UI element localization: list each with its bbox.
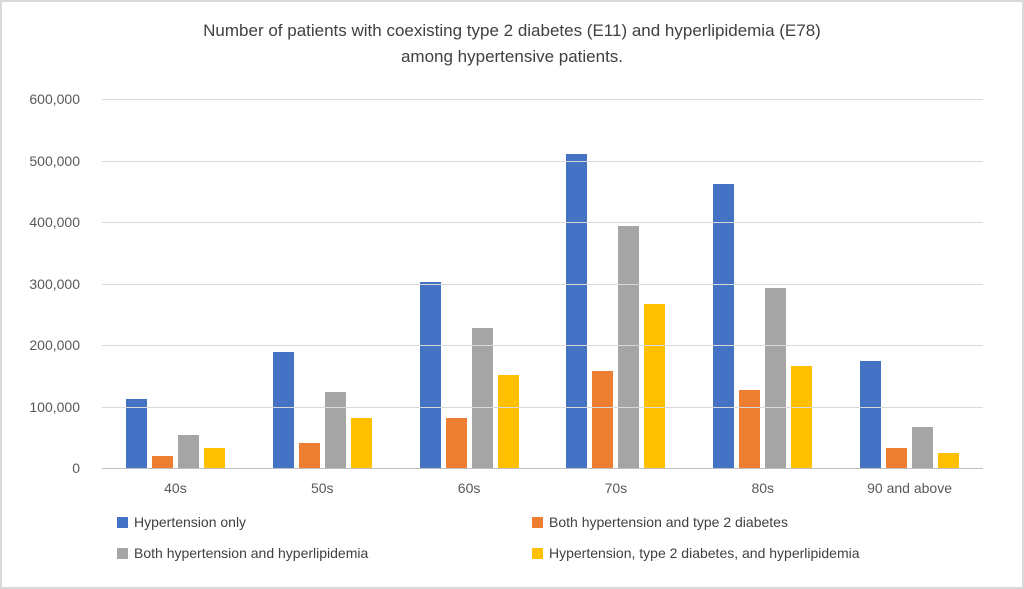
legend-label: Both hypertension and type 2 diabetes (549, 514, 788, 530)
legend-swatch-icon (532, 516, 543, 528)
chart-title-line-1: Number of patients with coexisting type … (203, 21, 821, 40)
y-tick-label: 600,000 (29, 91, 80, 107)
gridline (102, 283, 983, 285)
chart-title-line-2: among hypertensive patients. (400, 47, 624, 67)
y-tick-label: 0 (72, 460, 80, 476)
legend-item: Both hypertension and type 2 diabetes (532, 514, 860, 530)
y-tick-label: 500,000 (29, 152, 80, 169)
bar (791, 365, 813, 468)
bar (739, 389, 761, 468)
bar (765, 287, 787, 468)
bar (151, 456, 173, 468)
bar (592, 370, 614, 468)
y-tick-label: 400,000 (29, 214, 80, 230)
legend-swatch-icon (532, 547, 543, 559)
y-tick-label: 100,000 (29, 398, 80, 415)
x-tick-label: 60s (457, 480, 481, 496)
bar-group-40s (102, 99, 249, 468)
bar-group-90-and-above (836, 99, 983, 468)
legend-label: Hypertension, type 2 diabetes, and hyper… (549, 545, 860, 561)
gridline (102, 345, 983, 346)
legend-swatch-icon (117, 516, 128, 528)
legend-item: Both hypertension and hyperlipidemia (117, 545, 532, 561)
bar (203, 448, 225, 468)
bar (618, 225, 640, 468)
x-axis-line (102, 468, 983, 469)
bar (886, 448, 908, 468)
bar-group-60s (396, 99, 543, 468)
legend-label: Both hypertension and hyperlipidemia (134, 545, 369, 561)
bar (350, 418, 372, 468)
bar (272, 352, 294, 468)
bar (419, 281, 441, 468)
legend-item: Hypertension only (117, 514, 532, 530)
x-tick-label: 80s (751, 480, 775, 496)
x-tick-label: 40s (164, 480, 187, 496)
bar (566, 153, 588, 468)
x-tick-label: 90 and above (867, 480, 952, 496)
bar (860, 361, 882, 468)
y-tick-label: 300,000 (29, 275, 80, 292)
bar (471, 327, 493, 468)
plot-area (102, 99, 983, 469)
x-tick-label: 70s (604, 480, 628, 496)
bar (644, 304, 666, 468)
legend-item: Hypertension, type 2 diabetes, and hyper… (532, 545, 860, 561)
x-tick-label: 50s (310, 480, 334, 496)
legend: Hypertension only Both hypertension and t… (117, 514, 860, 561)
bar (324, 392, 346, 468)
gridline (102, 222, 983, 223)
legend-swatch-icon (117, 547, 128, 559)
bar (938, 452, 960, 468)
bar (912, 427, 934, 468)
y-axis: 600,000 500,000 400,000 300,000 200,000 100,0… (2, 91, 80, 476)
bar-group-50s (249, 99, 396, 468)
bar-group-80s (689, 99, 836, 468)
gridline (102, 99, 983, 100)
bar (497, 375, 519, 468)
y-tick-label: 200,000 (29, 337, 80, 353)
gridline (102, 406, 983, 408)
bar (298, 443, 320, 468)
bar (445, 417, 467, 468)
x-axis: 40s 50s 60s 70s 80s 90 and above (102, 480, 983, 496)
bar (177, 434, 199, 468)
legend-label: Hypertension only (134, 514, 247, 530)
chart-title: Number of patients with coexisting type … (2, 18, 1022, 71)
bar (713, 183, 735, 468)
gridline (102, 160, 983, 162)
bar (125, 399, 147, 468)
